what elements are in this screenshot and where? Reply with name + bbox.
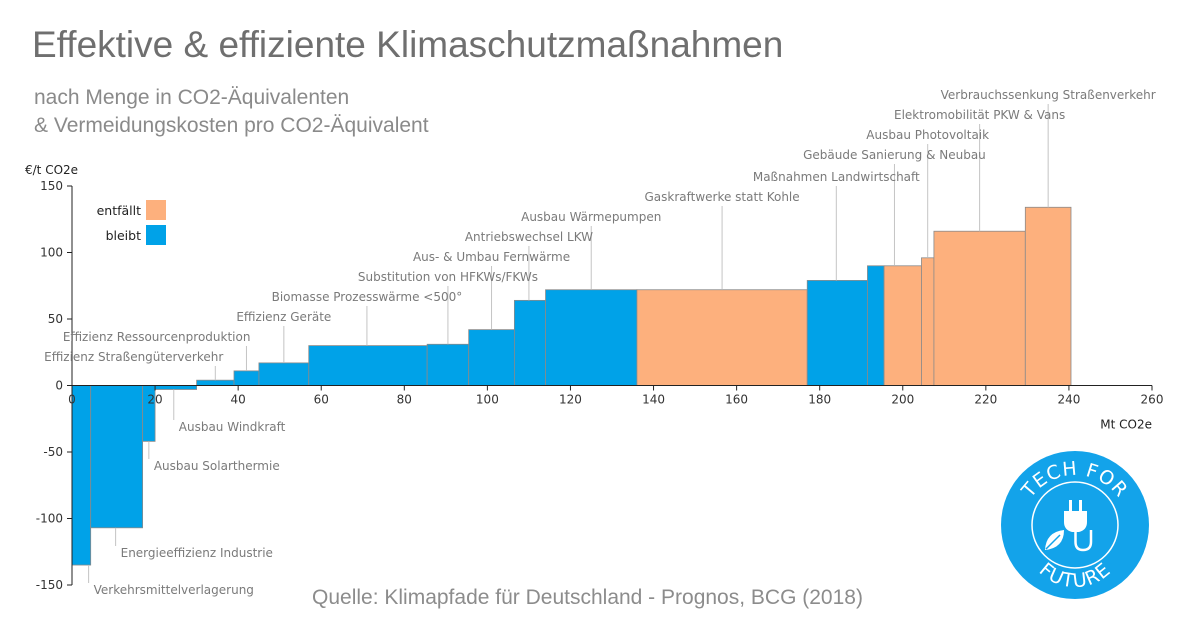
annotation-6: Effizienz Geräte xyxy=(236,310,331,324)
y-tick-label: -150 xyxy=(36,578,63,592)
annotation-11: Ausbau Wärmepumpen xyxy=(521,210,661,224)
bar-17 xyxy=(933,230,1026,386)
plug-leaf-icon xyxy=(1045,500,1093,552)
y-tick-label: -50 xyxy=(43,445,63,459)
annotation-7: Biomasse Prozesswärme <500° xyxy=(272,290,463,304)
bars-layer xyxy=(71,206,1072,566)
annotation-10: Antriebswechsel LKW xyxy=(465,230,593,244)
bar-18 xyxy=(1024,206,1072,386)
bar-15 xyxy=(883,265,922,386)
legend-label-bleibt: bleibt xyxy=(106,228,142,243)
bar-0 xyxy=(71,385,92,566)
x-tick-label: 40 xyxy=(231,393,246,407)
legend-label-entfaellt: entfällt xyxy=(97,203,142,218)
bar-10 xyxy=(513,299,546,386)
legend: entfällt bleibt xyxy=(97,200,166,245)
x-tick-label: 180 xyxy=(808,393,831,407)
y-tick-label: 100 xyxy=(40,246,63,260)
annotations-layer: Verkehrsmittelverlagerung Energieeffizien… xyxy=(44,88,1156,597)
bar-12 xyxy=(636,289,808,386)
annotation-9: Aus- & Umbau Fernwärme xyxy=(413,250,570,264)
annotation-4: Effizienz Straßengüterverkehr xyxy=(44,350,223,364)
annotation-14: Gebäude Sanierung & Neubau xyxy=(803,148,986,162)
bar-3 xyxy=(154,385,198,390)
bar-1 xyxy=(90,385,144,529)
bar-6 xyxy=(258,362,310,386)
x-tick-label: 20 xyxy=(147,393,162,407)
x-tick-label: 60 xyxy=(314,393,329,407)
leader-lines-layer xyxy=(88,104,1049,583)
x-tick-label: 240 xyxy=(1057,393,1080,407)
annotation-16: Ausbau Photovoltaik xyxy=(866,128,989,142)
y-axis-title: €/t CO2e xyxy=(25,163,78,177)
tech-for-future-logo: TECH FOR FUTURE xyxy=(1001,451,1149,599)
bar-5 xyxy=(233,370,260,386)
legend-swatch-entfaellt xyxy=(146,200,166,220)
annotation-5: Effizienz Ressourcenproduktion xyxy=(63,330,251,344)
bar-13 xyxy=(806,280,868,386)
x-tick-label: 200 xyxy=(891,393,914,407)
y-tick-label: -100 xyxy=(36,512,63,526)
chart-subtitle-line-1: nach Menge in CO2-Äquivalenten xyxy=(34,86,350,109)
bar-8 xyxy=(426,343,470,386)
x-tick-label: 140 xyxy=(642,393,665,407)
x-axis-title: Mt CO2e xyxy=(1100,418,1152,432)
x-tick-label: 260 xyxy=(1141,393,1164,407)
chart-title: Effektive & effiziente Klimaschutzmaßnah… xyxy=(32,24,784,65)
x-tick-label: 220 xyxy=(974,393,997,407)
bar-16 xyxy=(921,257,935,386)
annotation-8: Substitution von HFKWs/FKWs xyxy=(358,270,538,284)
x-tick-label: 80 xyxy=(397,393,412,407)
x-tick-label: 0 xyxy=(68,393,76,407)
chart-subtitle-line-2: & Vermeidungskosten pro CO2-Äquivalent xyxy=(34,114,429,137)
source-note: Quelle: Klimapfade für Deutschland - Pro… xyxy=(312,586,863,609)
logo-inner-ring xyxy=(1031,481,1119,569)
annotation-18: Verbrauchssenkung Straßenverkehr xyxy=(941,88,1156,102)
annotation-1: Energieeffizienz Industrie xyxy=(121,546,273,560)
annotation-12: Gaskraftwerke statt Kohle xyxy=(644,190,799,204)
y-tick-label: 0 xyxy=(55,379,63,393)
annotation-3: Ausbau Windkraft xyxy=(179,420,286,434)
axes-layer: -150 -100 -50 0 50 100 150 0 20 40 60 80 100 120 140 16… xyxy=(25,163,1163,592)
x-tick-label: 120 xyxy=(559,393,582,407)
annotation-0: Verkehrsmittelverlagerung xyxy=(94,583,254,597)
legend-swatch-bleibt xyxy=(146,225,166,245)
bar-4 xyxy=(196,379,235,386)
bar-7 xyxy=(308,345,428,386)
bar-11 xyxy=(545,289,638,386)
annotation-17: Elektromobilität PKW & Vans xyxy=(894,108,1065,122)
annotation-13: Maßnahmen Landwirtschaft xyxy=(753,170,920,184)
bar-9 xyxy=(468,329,515,386)
bar-14 xyxy=(867,265,885,386)
x-tick-label: 100 xyxy=(476,393,499,407)
annotation-2: Ausbau Solarthermie xyxy=(154,459,280,473)
y-tick-label: 150 xyxy=(40,179,63,193)
x-tick-label: 160 xyxy=(725,393,748,407)
y-tick-label: 50 xyxy=(48,312,63,326)
